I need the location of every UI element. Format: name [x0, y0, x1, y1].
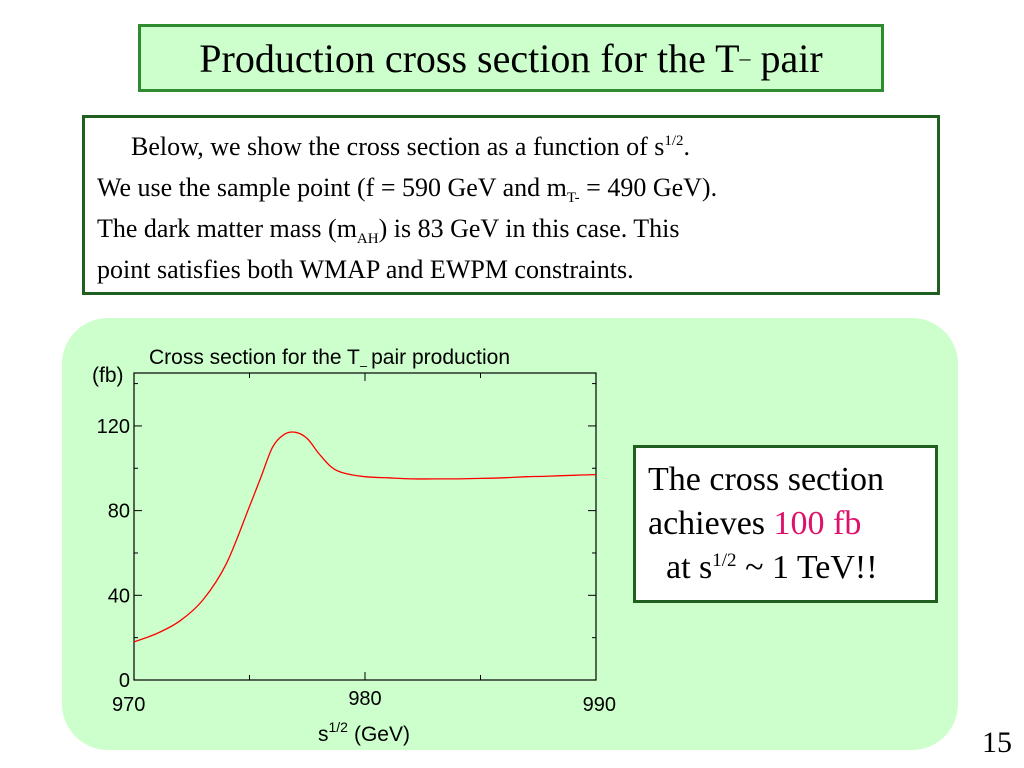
y-tick-label: 80 [108, 501, 130, 523]
axis-ticks [133, 373, 597, 681]
title-subscript: – [739, 45, 751, 70]
x-axis-label: s1/2 (GeV) [318, 719, 410, 746]
plot-frame [133, 372, 597, 681]
y-tick-labels: 0 40 80 120 [97, 416, 130, 692]
cross-section-chart: Cross section for the T– pair production … [92, 346, 616, 746]
intro-line-4: point satisfies both WMAP and EWPM const… [97, 255, 634, 284]
y-axis-label: (fb) [92, 364, 124, 387]
chart-title: Cross section for the T– pair production [149, 346, 510, 373]
cross-section-line [133, 431, 597, 643]
slide-title: Production cross section for the T – pair [138, 24, 884, 92]
callout-highlight: 100 fb [773, 505, 862, 542]
intro-line-2: We use the sample point (f = 590 GeV and… [97, 173, 718, 206]
callout-line-1: The cross section [648, 461, 885, 498]
callout-line-3: at s1/2 ~ 1 TeV!! [666, 549, 878, 586]
y-tick-label: 40 [108, 585, 130, 607]
callout-box: The cross section achieves 100 fb at s1/… [633, 445, 938, 603]
intro-line-3: The dark matter mass (mAH) is 83 GeV in … [97, 214, 680, 247]
intro-text-box: Below, we show the cross section as a fu… [82, 115, 940, 295]
x-tick-label: 980 [348, 688, 381, 710]
callout-line-2: achieves 100 fb [648, 505, 862, 542]
y-tick-label: 0 [119, 670, 130, 692]
title-tail: pair [760, 35, 823, 81]
intro-line-1: Below, we show the cross section as a fu… [131, 132, 691, 161]
x-tick-label: 970 [112, 694, 145, 716]
y-tick-label: 120 [97, 416, 130, 438]
title-main: Production cross section for the T [199, 35, 740, 81]
page-number: 15 [982, 726, 1012, 759]
x-tick-labels: 970 980 990 [112, 688, 616, 716]
x-tick-label: 990 [583, 694, 616, 716]
